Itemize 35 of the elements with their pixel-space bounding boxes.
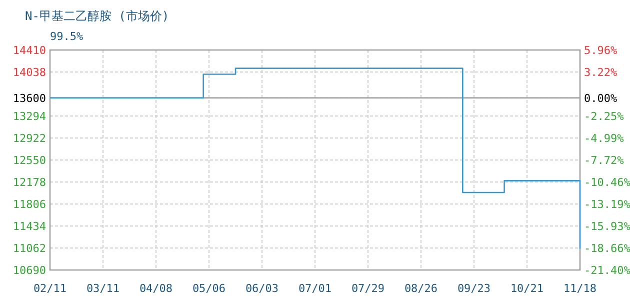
x-tick-label: 07/29: [351, 282, 385, 295]
x-tick-label: 02/11: [33, 282, 67, 295]
y2-tick-label: -18.66%: [584, 242, 630, 255]
y-tick-label: 14410: [12, 44, 46, 57]
chart-subtitle: 99.5%: [50, 30, 84, 43]
y-tick-label: 13294: [12, 110, 46, 123]
x-tick-label: 06/03: [245, 282, 279, 295]
y-tick-label: 10690: [12, 264, 46, 277]
y2-tick-label: -2.25%: [584, 110, 624, 124]
y2-tick-label: 5.96%: [584, 44, 618, 57]
y2-tick-label: -10.46%: [584, 176, 630, 190]
y2-tick-label: -13.19%: [584, 198, 630, 211]
y-tick-label: 11434: [12, 220, 46, 233]
x-tick-label: 03/11: [86, 282, 120, 295]
x-tick-label: 08/26: [404, 282, 438, 295]
x-tick-label: 11/18: [563, 282, 597, 295]
x-tick-label: 10/21: [510, 282, 544, 295]
y-tick-label: 12550: [12, 154, 46, 167]
y-tick-label: 14038: [12, 66, 46, 79]
y2-tick-label: -15.93%: [584, 220, 630, 234]
y2-tick-label: -21.40%: [584, 264, 630, 277]
x-tick-label: 07/01: [298, 282, 332, 295]
chart-title: N-甲基二乙醇胺 (市场价): [25, 9, 170, 23]
y2-tick-label: 3.22%: [584, 66, 618, 80]
y-tick-label: 12178: [12, 176, 46, 189]
x-tick-label: 05/06: [192, 282, 226, 295]
y-tick-label: 11062: [12, 242, 46, 255]
y-tick-label: 12922: [12, 132, 46, 145]
y2-tick-label: 0.00%: [584, 92, 618, 105]
y-tick-label: 11806: [12, 198, 46, 211]
y2-tick-label: -7.72%: [584, 154, 624, 167]
y2-tick-label: -4.99%: [584, 132, 624, 146]
x-tick-label: 04/08: [139, 282, 173, 295]
x-tick-label: 09/23: [457, 282, 491, 295]
y-tick-label: 13600: [12, 92, 46, 105]
